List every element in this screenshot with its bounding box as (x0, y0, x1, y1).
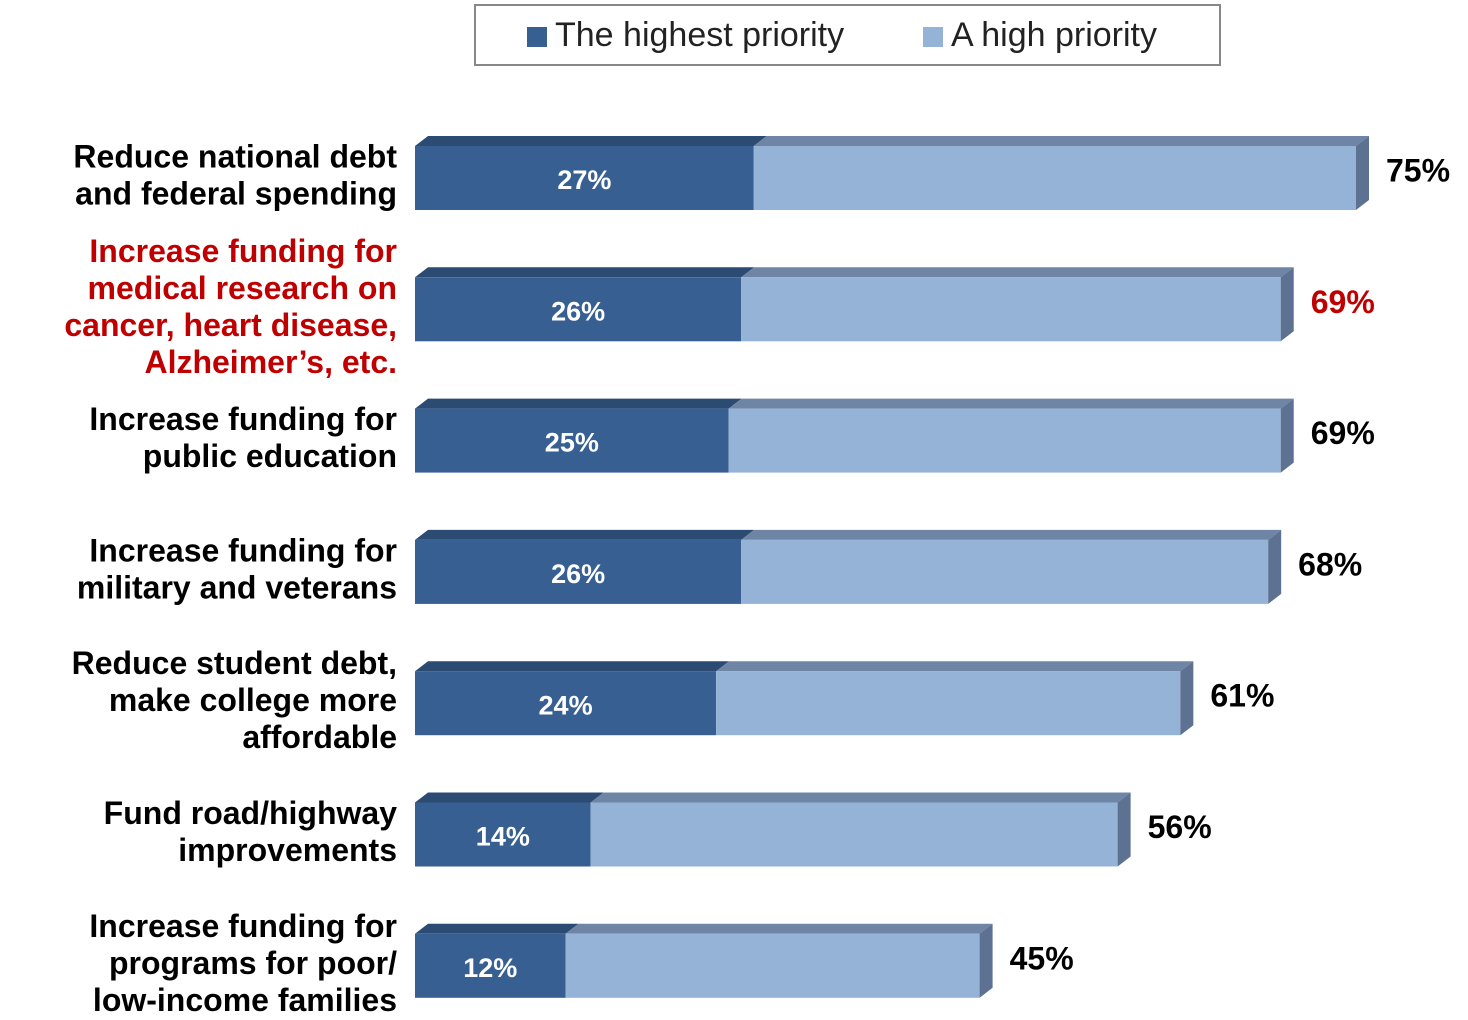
category-line: make college more (109, 683, 397, 719)
bar (753, 146, 1356, 210)
category-label: Fund road/highway improvements (104, 795, 398, 868)
bar-top (415, 923, 579, 934)
value-label: 12% (463, 953, 517, 983)
total-label: 69% (1311, 284, 1375, 320)
bar-side (1117, 792, 1131, 867)
total-label: 68% (1298, 546, 1362, 582)
bar-side (1280, 267, 1294, 342)
bar-side (1280, 398, 1294, 473)
total-label: 45% (1010, 940, 1074, 976)
category-line: improvements (178, 832, 397, 868)
bar-top (415, 267, 755, 278)
bar (415, 802, 591, 867)
category-label: Increase funding for programs for poor/lo… (89, 908, 397, 1015)
bar (415, 408, 729, 473)
category-line: low-income families (93, 982, 397, 1015)
legend-box (474, 4, 1221, 66)
bar-side (1180, 661, 1194, 736)
bar (565, 933, 980, 998)
category-label: Reduce national debt and federal spending (73, 139, 397, 212)
bar (716, 671, 1181, 736)
value-label: 26% (551, 559, 605, 589)
bar (415, 539, 742, 604)
bar-side (979, 923, 993, 998)
category-line: Increase funding for (89, 233, 397, 269)
bar (741, 539, 1269, 604)
bar-top (415, 661, 730, 672)
bar-top (716, 661, 1194, 672)
total-label: 56% (1148, 809, 1212, 845)
bar (415, 146, 754, 210)
bar-top (741, 267, 1294, 278)
total-label: 75% (1386, 152, 1450, 188)
legend-label: The highest priority (555, 16, 844, 54)
category-line: programs for poor/ (109, 945, 397, 981)
category-label: Reduce student debt, make college more aff… (72, 646, 397, 756)
category-line: military and veterans (77, 570, 397, 606)
category-label: Increase funding for public education (89, 402, 397, 475)
legend-swatch (527, 27, 547, 47)
category-line: Increase funding for (89, 402, 397, 438)
legend-swatch (923, 27, 943, 47)
category-line: Fund road/highway (104, 795, 398, 831)
bar-top (565, 923, 993, 934)
category-line: cancer, heart disease, (64, 307, 397, 343)
value-label: 24% (539, 690, 593, 720)
bar-top (415, 398, 742, 409)
category-line: medical research on (88, 270, 397, 306)
category-line: Reduce student debt, (72, 646, 397, 682)
category-line: Reduce national debt (73, 139, 397, 175)
bar-top (415, 529, 755, 540)
value-label: 25% (545, 428, 599, 458)
total-label: 69% (1311, 415, 1375, 451)
category-line: and federal spending (75, 176, 397, 212)
bar-top (741, 529, 1282, 540)
category-line: public education (143, 439, 397, 475)
category-label: Increase funding for military and veteran… (77, 533, 397, 606)
bar-top (728, 398, 1294, 409)
value-label: 26% (551, 296, 605, 326)
category-line: Alzheimer’s, etc. (144, 344, 397, 380)
category-line: affordable (242, 720, 397, 756)
bar (415, 277, 742, 342)
bar (415, 933, 566, 998)
bar (590, 802, 1118, 867)
bar (728, 408, 1281, 473)
bar-top (415, 136, 767, 146)
value-label: 27% (557, 165, 611, 195)
bar-top (753, 136, 1369, 146)
legend-label: A high priority (951, 16, 1157, 54)
category-line: Increase funding for (89, 908, 397, 944)
category-label: Increase funding for medical research on c… (64, 233, 397, 380)
bar-top (415, 792, 604, 803)
bar-side (1268, 529, 1282, 604)
bar (741, 277, 1281, 342)
bar-top (590, 792, 1131, 803)
value-label: 14% (476, 822, 530, 852)
category-line: Increase funding for (89, 533, 397, 569)
bar-side (1356, 136, 1369, 210)
bar (415, 671, 717, 736)
total-label: 61% (1210, 678, 1274, 714)
